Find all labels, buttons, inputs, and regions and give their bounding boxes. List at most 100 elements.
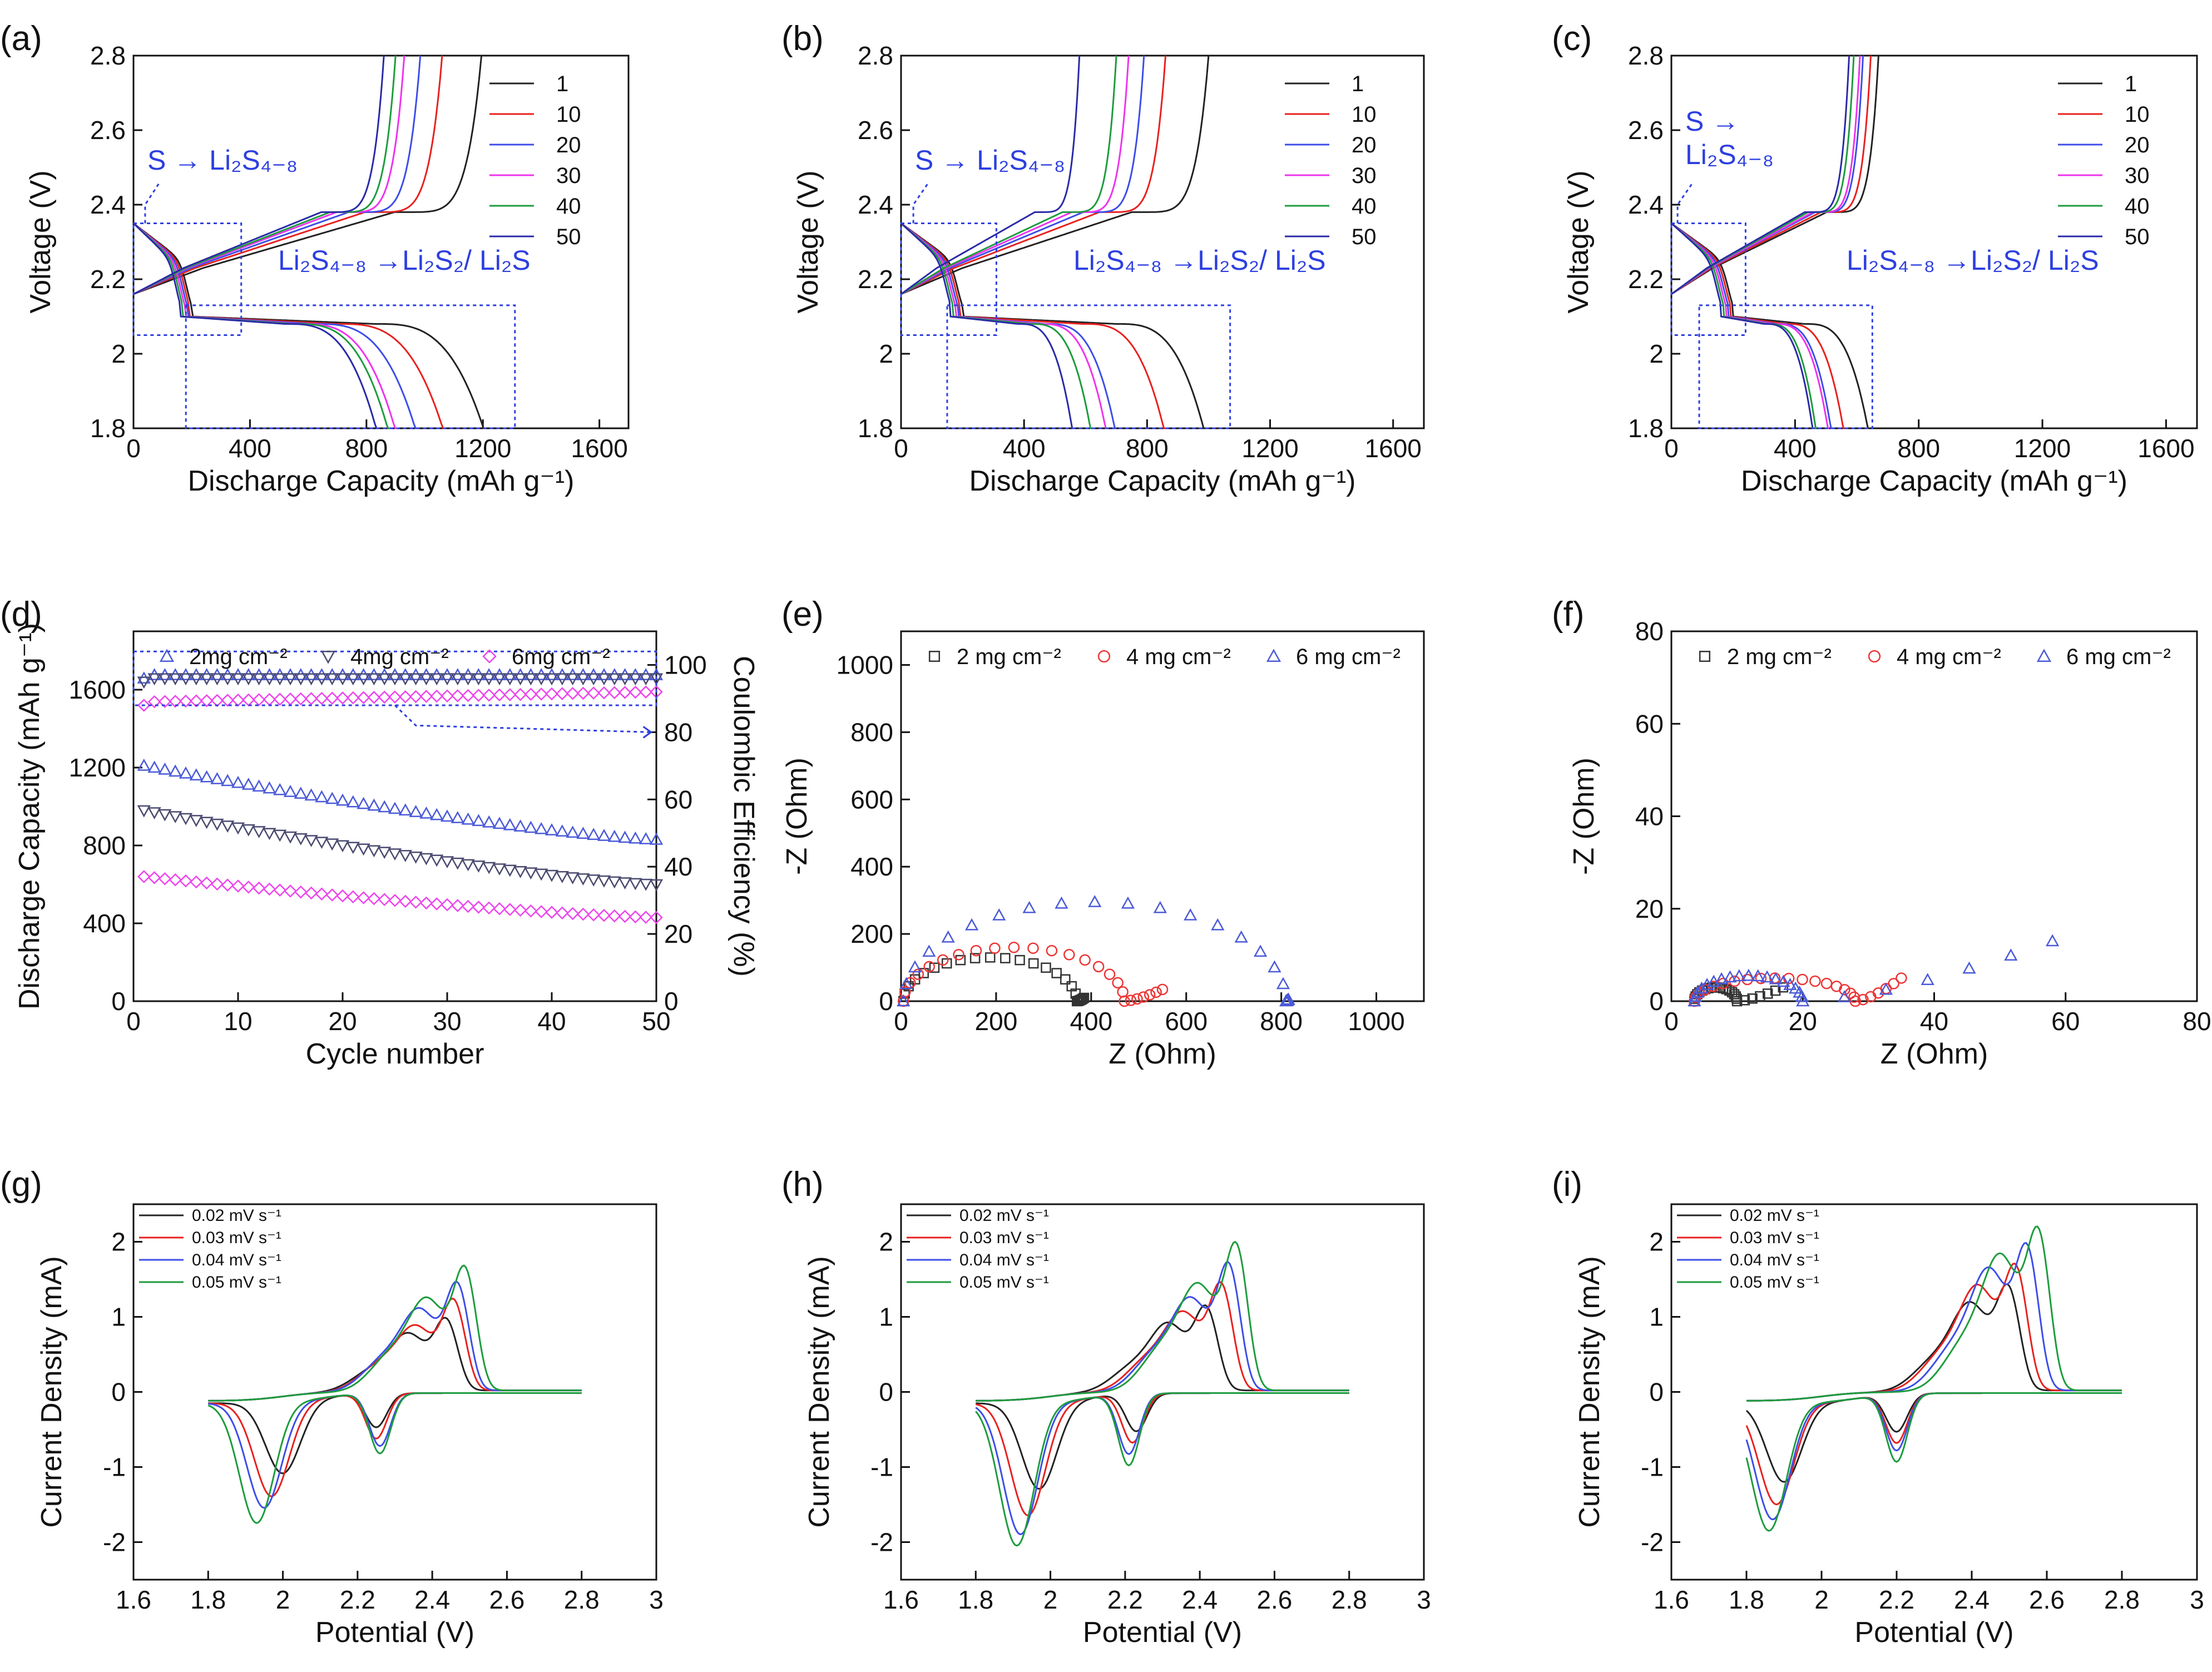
legend-marker-1 (320, 650, 336, 664)
x-tick-label: 800 (1897, 434, 1940, 463)
ce-point-6mg cm⁻² (147, 695, 161, 709)
capacity-point-4mg cm⁻² (378, 847, 392, 859)
y-tick-label: 2.6 (90, 116, 126, 145)
capacity-point-2mg cm⁻² (221, 774, 235, 786)
legend-label: 4mg cm⁻² (350, 645, 449, 669)
legend-label: 50 (1352, 225, 1377, 249)
discharge-curve-10 (133, 222, 446, 429)
nyquist-point-4 mg cm⁻² (1797, 973, 1808, 986)
capacity-point-4mg cm⁻² (304, 835, 318, 848)
charge-curve-1 (900, 55, 1210, 295)
nyquist-point-6 mg cm⁻² (1776, 974, 1790, 987)
capacity-point-2mg cm⁻² (273, 783, 287, 795)
x-tick-label: 600 (1165, 1007, 1208, 1036)
ce-point-6mg cm⁻² (179, 694, 192, 708)
y-tick-label: 2 (1649, 339, 1664, 368)
capacity-point-2mg cm⁻² (189, 768, 203, 781)
capacity-point-4mg cm⁻² (513, 866, 527, 878)
upper-region-box (132, 222, 243, 336)
capacity-point-2mg cm⁻² (639, 832, 653, 844)
nyquist-point-6 mg cm⁻² (1121, 896, 1135, 909)
ce-point-6mg cm⁻² (336, 691, 349, 705)
ce-point-6mg cm⁻² (200, 694, 214, 708)
ce-point-6mg cm⁻² (513, 687, 527, 701)
panel-label: (i) (1552, 1165, 1582, 1204)
capacity-point-4mg cm⁻² (587, 874, 601, 887)
capacity-point-6mg cm⁻² (503, 903, 517, 916)
ce-point-6mg cm⁻² (419, 690, 433, 703)
legend-label: 4 mg cm⁻² (1897, 645, 2001, 669)
capacity-point-4mg cm⁻² (629, 878, 642, 891)
ce-point-4mg cm⁻² (430, 673, 444, 686)
x-tick-label: 3 (649, 1585, 664, 1614)
capacity-point-4mg cm⁻² (189, 815, 203, 827)
y2-tick-label: 80 (664, 718, 692, 746)
nyquist-point-6 mg cm⁻² (1732, 969, 1746, 982)
legend-label: 0.02 mV s⁻¹ (959, 1206, 1049, 1225)
charge-curve-30 (1671, 55, 1861, 295)
charge-curve-50 (900, 55, 1081, 295)
nyquist-point-6 mg cm⁻² (1714, 972, 1729, 985)
x-tick-label: 400 (1003, 434, 1046, 463)
y-tick-label: 2.8 (1628, 41, 1664, 70)
nyquist-point-6 mg cm⁻² (1723, 970, 1737, 983)
ce-point-4mg cm⁻² (263, 673, 276, 686)
nyquist-tail-2 mg cm⁻² (1763, 988, 1773, 999)
y-tick-label: 600 (850, 785, 893, 814)
plot-frame (132, 630, 657, 1002)
nyquist-tail-2 mg cm⁻² (1077, 993, 1088, 1004)
x-tick-label: 1.8 (958, 1585, 993, 1614)
capacity-point-2mg cm⁻² (210, 772, 224, 784)
capacity-point-6mg cm⁻² (190, 875, 203, 889)
legend-label: 0.05 mV s⁻¹ (192, 1273, 281, 1292)
legend-label: 2 mg cm⁻² (957, 645, 1061, 669)
y-tick-label: 1200 (69, 753, 126, 782)
ce-point-4mg cm⁻² (409, 673, 423, 686)
capacity-point-2mg cm⁻² (346, 795, 360, 808)
ce-point-4mg cm⁻² (241, 673, 255, 686)
x-tick-label: 1.8 (1729, 1585, 1764, 1614)
panel-label: (g) (0, 1165, 42, 1204)
legend-marker-2 (2036, 649, 2052, 662)
capacity-point-6mg cm⁻² (378, 893, 391, 907)
capacity-point-6mg cm⁻² (294, 886, 308, 899)
ce-point-6mg cm⁻² (284, 692, 297, 706)
legend-label: 40 (1352, 194, 1377, 219)
nyquist-point-4 mg cm⁻² (1092, 961, 1105, 973)
panel-label: (b) (781, 19, 824, 58)
ce-point-6mg cm⁻² (629, 685, 642, 699)
ce-point-4mg cm⁻² (210, 673, 224, 686)
capacity-point-4mg cm⁻² (649, 879, 664, 892)
x-tick-label: 400 (229, 434, 271, 463)
capacity-point-4mg cm⁻² (597, 875, 611, 888)
ce-point-4mg cm⁻² (200, 673, 214, 686)
capacity-point-2mg cm⁻² (430, 808, 444, 820)
y-axis-label: -Z (Ohm) (781, 758, 813, 875)
ce-point-6mg cm⁻² (482, 688, 496, 702)
cv-cathodic-0.02 mV s⁻¹ (208, 1392, 582, 1475)
capacity-point-4mg cm⁻² (576, 873, 590, 886)
cv-anodic-0.05 mV s⁻¹ (1746, 1225, 2122, 1402)
ce-point-6mg cm⁻² (137, 699, 151, 712)
charge-curve-1 (133, 55, 483, 295)
capacity-point-6mg cm⁻² (315, 887, 329, 901)
nyquist-point-2 mg cm⁻² (909, 974, 921, 985)
panel-a: 0 400 800 1200 1600 1.8 2 2.2 2.4 2.6 2.8 Discharge… (0, 19, 630, 497)
ce-point-6mg cm⁻² (231, 693, 245, 707)
ce-point-6mg cm⁻² (535, 687, 548, 701)
y-tick-label: 1.8 (858, 414, 893, 443)
capacity-point-2mg cm⁻² (378, 800, 392, 813)
annotation-arrow (912, 181, 929, 224)
nyquist-tail-4 mg cm⁻² (1896, 972, 1907, 984)
discharge-curve-50 (132, 222, 378, 429)
capacity-point-4mg cm⁻² (492, 863, 507, 876)
annotation-li2s48: Li₂S₄₋₈ (1685, 139, 1774, 170)
nyquist-point-2 mg cm⁻² (1729, 989, 1740, 1000)
ce-point-4mg cm⁻² (189, 673, 203, 686)
y-tick-label: 0 (111, 987, 126, 1016)
ce-point-4mg cm⁻² (252, 673, 266, 686)
ce-point-6mg cm⁻² (597, 686, 611, 700)
y-tick-label: 60 (1635, 709, 1664, 738)
y-tick-label: 2.6 (1628, 116, 1664, 145)
